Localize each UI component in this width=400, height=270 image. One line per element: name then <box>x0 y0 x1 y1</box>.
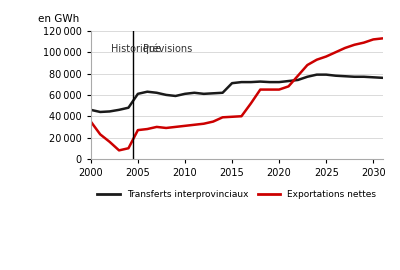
Y-axis label: en GWh: en GWh <box>38 15 80 25</box>
Text: Prévisions: Prévisions <box>142 44 192 54</box>
Legend: Transferts interprovinciaux, Exportations nettes: Transferts interprovinciaux, Exportation… <box>94 187 380 203</box>
Text: Historique: Historique <box>110 44 161 54</box>
